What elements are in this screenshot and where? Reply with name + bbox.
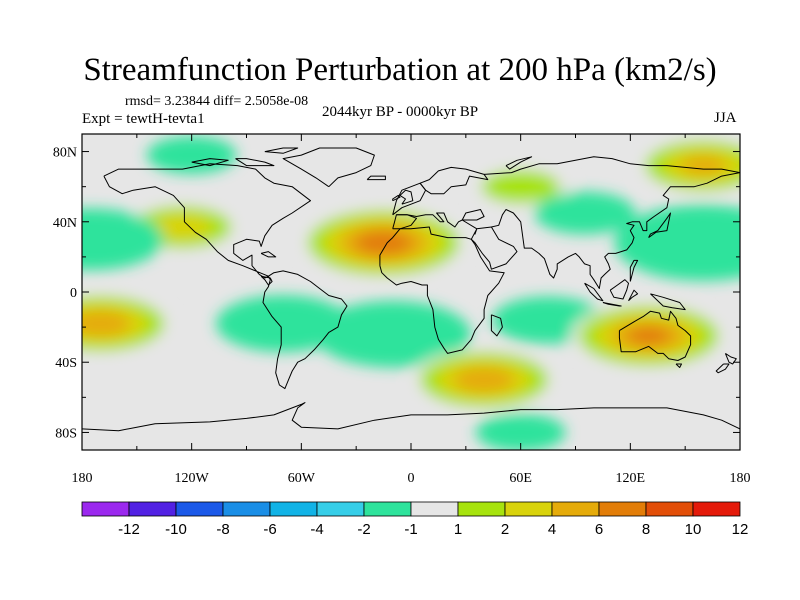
coastline — [262, 270, 348, 390]
colorbar-label: -4 — [310, 521, 323, 538]
experiment-label: Expt = tewtH-tevta1 — [82, 111, 205, 127]
colorbar-label: 4 — [548, 521, 556, 538]
contour-level — [614, 204, 740, 281]
streamfunction-map — [82, 134, 740, 450]
coastline — [282, 147, 375, 188]
coastline — [628, 289, 639, 302]
colorbar-swatch — [222, 501, 271, 517]
lat-tick-label: 40N — [53, 216, 77, 231]
coastline — [505, 156, 533, 170]
coastline — [392, 214, 417, 230]
colorbar-label: 8 — [642, 521, 650, 538]
coastline — [191, 158, 229, 167]
colorbar-label: -2 — [357, 521, 370, 538]
colorbar-label: 2 — [501, 521, 509, 538]
colorbar-swatch — [551, 501, 600, 517]
axis-ticks: 180 120W 60W 0 60E 120E 180 80N 40N 0 40S 80S — [53, 134, 751, 486]
coastline — [491, 172, 740, 289]
coastline — [609, 279, 629, 300]
lon-tick-label: 120E — [616, 471, 646, 486]
contour-level — [475, 413, 566, 450]
coastline — [629, 259, 639, 282]
contour-level — [216, 295, 351, 352]
colorbar-swatch — [692, 501, 741, 517]
coastline — [650, 293, 686, 311]
coastline — [715, 363, 730, 374]
colorbar-swatch — [457, 501, 506, 517]
coastline — [103, 163, 311, 279]
contour-level — [82, 208, 164, 271]
lat-tick-label: 80N — [53, 146, 77, 161]
lon-tick-label: 120W — [175, 471, 210, 486]
coastline — [419, 166, 489, 195]
contour-level — [314, 300, 471, 368]
coastline — [675, 363, 682, 368]
colorbar-label: -1 — [404, 521, 417, 538]
coastline — [490, 314, 503, 337]
colorbar: -12 -10 -8 -6 -4 -2 -1 1 2 4 6 8 10 12 — [81, 501, 749, 538]
coastline — [392, 194, 401, 202]
contour-level — [681, 156, 726, 176]
colorbar-swatch — [269, 501, 318, 517]
coastline — [584, 282, 604, 302]
coastline — [260, 275, 273, 286]
colorbar-swatch — [175, 501, 224, 517]
coastline — [484, 156, 740, 175]
colorbar-label: -8 — [216, 521, 229, 538]
coastline — [396, 212, 518, 270]
map-background — [82, 134, 740, 450]
rmsd-diff-stats: rmsd= 3.23844 diff= 2.5058e-08 — [125, 94, 309, 109]
coastline — [379, 226, 505, 354]
colorbar-swatch — [81, 501, 130, 517]
contour-level — [534, 191, 636, 235]
colorbar-swatch — [504, 501, 553, 517]
colorbar-label: 1 — [454, 521, 462, 538]
colorbar-swatch — [316, 501, 365, 517]
coastlines — [82, 147, 740, 432]
coastline — [461, 209, 485, 221]
contour-level — [146, 136, 237, 174]
coastline — [235, 158, 275, 167]
page-title: Streamfunction Perturbation at 200 hPa (… — [83, 52, 717, 88]
coastline — [264, 147, 299, 154]
colorbar-label: 12 — [732, 521, 749, 538]
lat-tick-label: 0 — [70, 286, 77, 301]
lon-tick-label: 180 — [72, 471, 93, 486]
colorbar-swatch — [128, 501, 177, 517]
coastline — [366, 175, 386, 181]
colorbar-label: 10 — [685, 521, 702, 538]
coastline — [602, 302, 622, 307]
colorbar-swatch — [645, 501, 694, 517]
lon-tick-label: 180 — [730, 471, 751, 486]
contour-level — [82, 310, 131, 337]
season-label: JJA — [714, 110, 737, 126]
contour-level — [355, 230, 412, 255]
coastline — [724, 352, 737, 365]
colorbar-label: 6 — [595, 521, 603, 538]
lon-tick-label: 0 — [408, 471, 415, 486]
coastline — [648, 212, 671, 239]
colorbar-swatch — [363, 501, 412, 517]
coastline — [618, 310, 692, 361]
colorbar-label: -6 — [263, 521, 276, 538]
contour-level — [481, 170, 560, 204]
contour-level — [628, 327, 670, 345]
lat-tick-label: 80S — [55, 426, 77, 441]
period-label: 2044kyr BP - 0000kyr BP — [322, 104, 479, 120]
contour-level — [454, 367, 514, 393]
colorbar-swatch — [598, 501, 647, 517]
colorbar-label: -10 — [165, 521, 187, 538]
lon-tick-label: 60E — [509, 471, 532, 486]
colorbar-swatch — [410, 501, 459, 517]
coastline — [399, 189, 414, 205]
coastline — [82, 402, 740, 432]
lat-tick-label: 40S — [55, 356, 77, 371]
coastline — [260, 251, 277, 258]
lon-tick-label: 60W — [288, 471, 316, 486]
colorbar-label: -12 — [118, 521, 140, 538]
